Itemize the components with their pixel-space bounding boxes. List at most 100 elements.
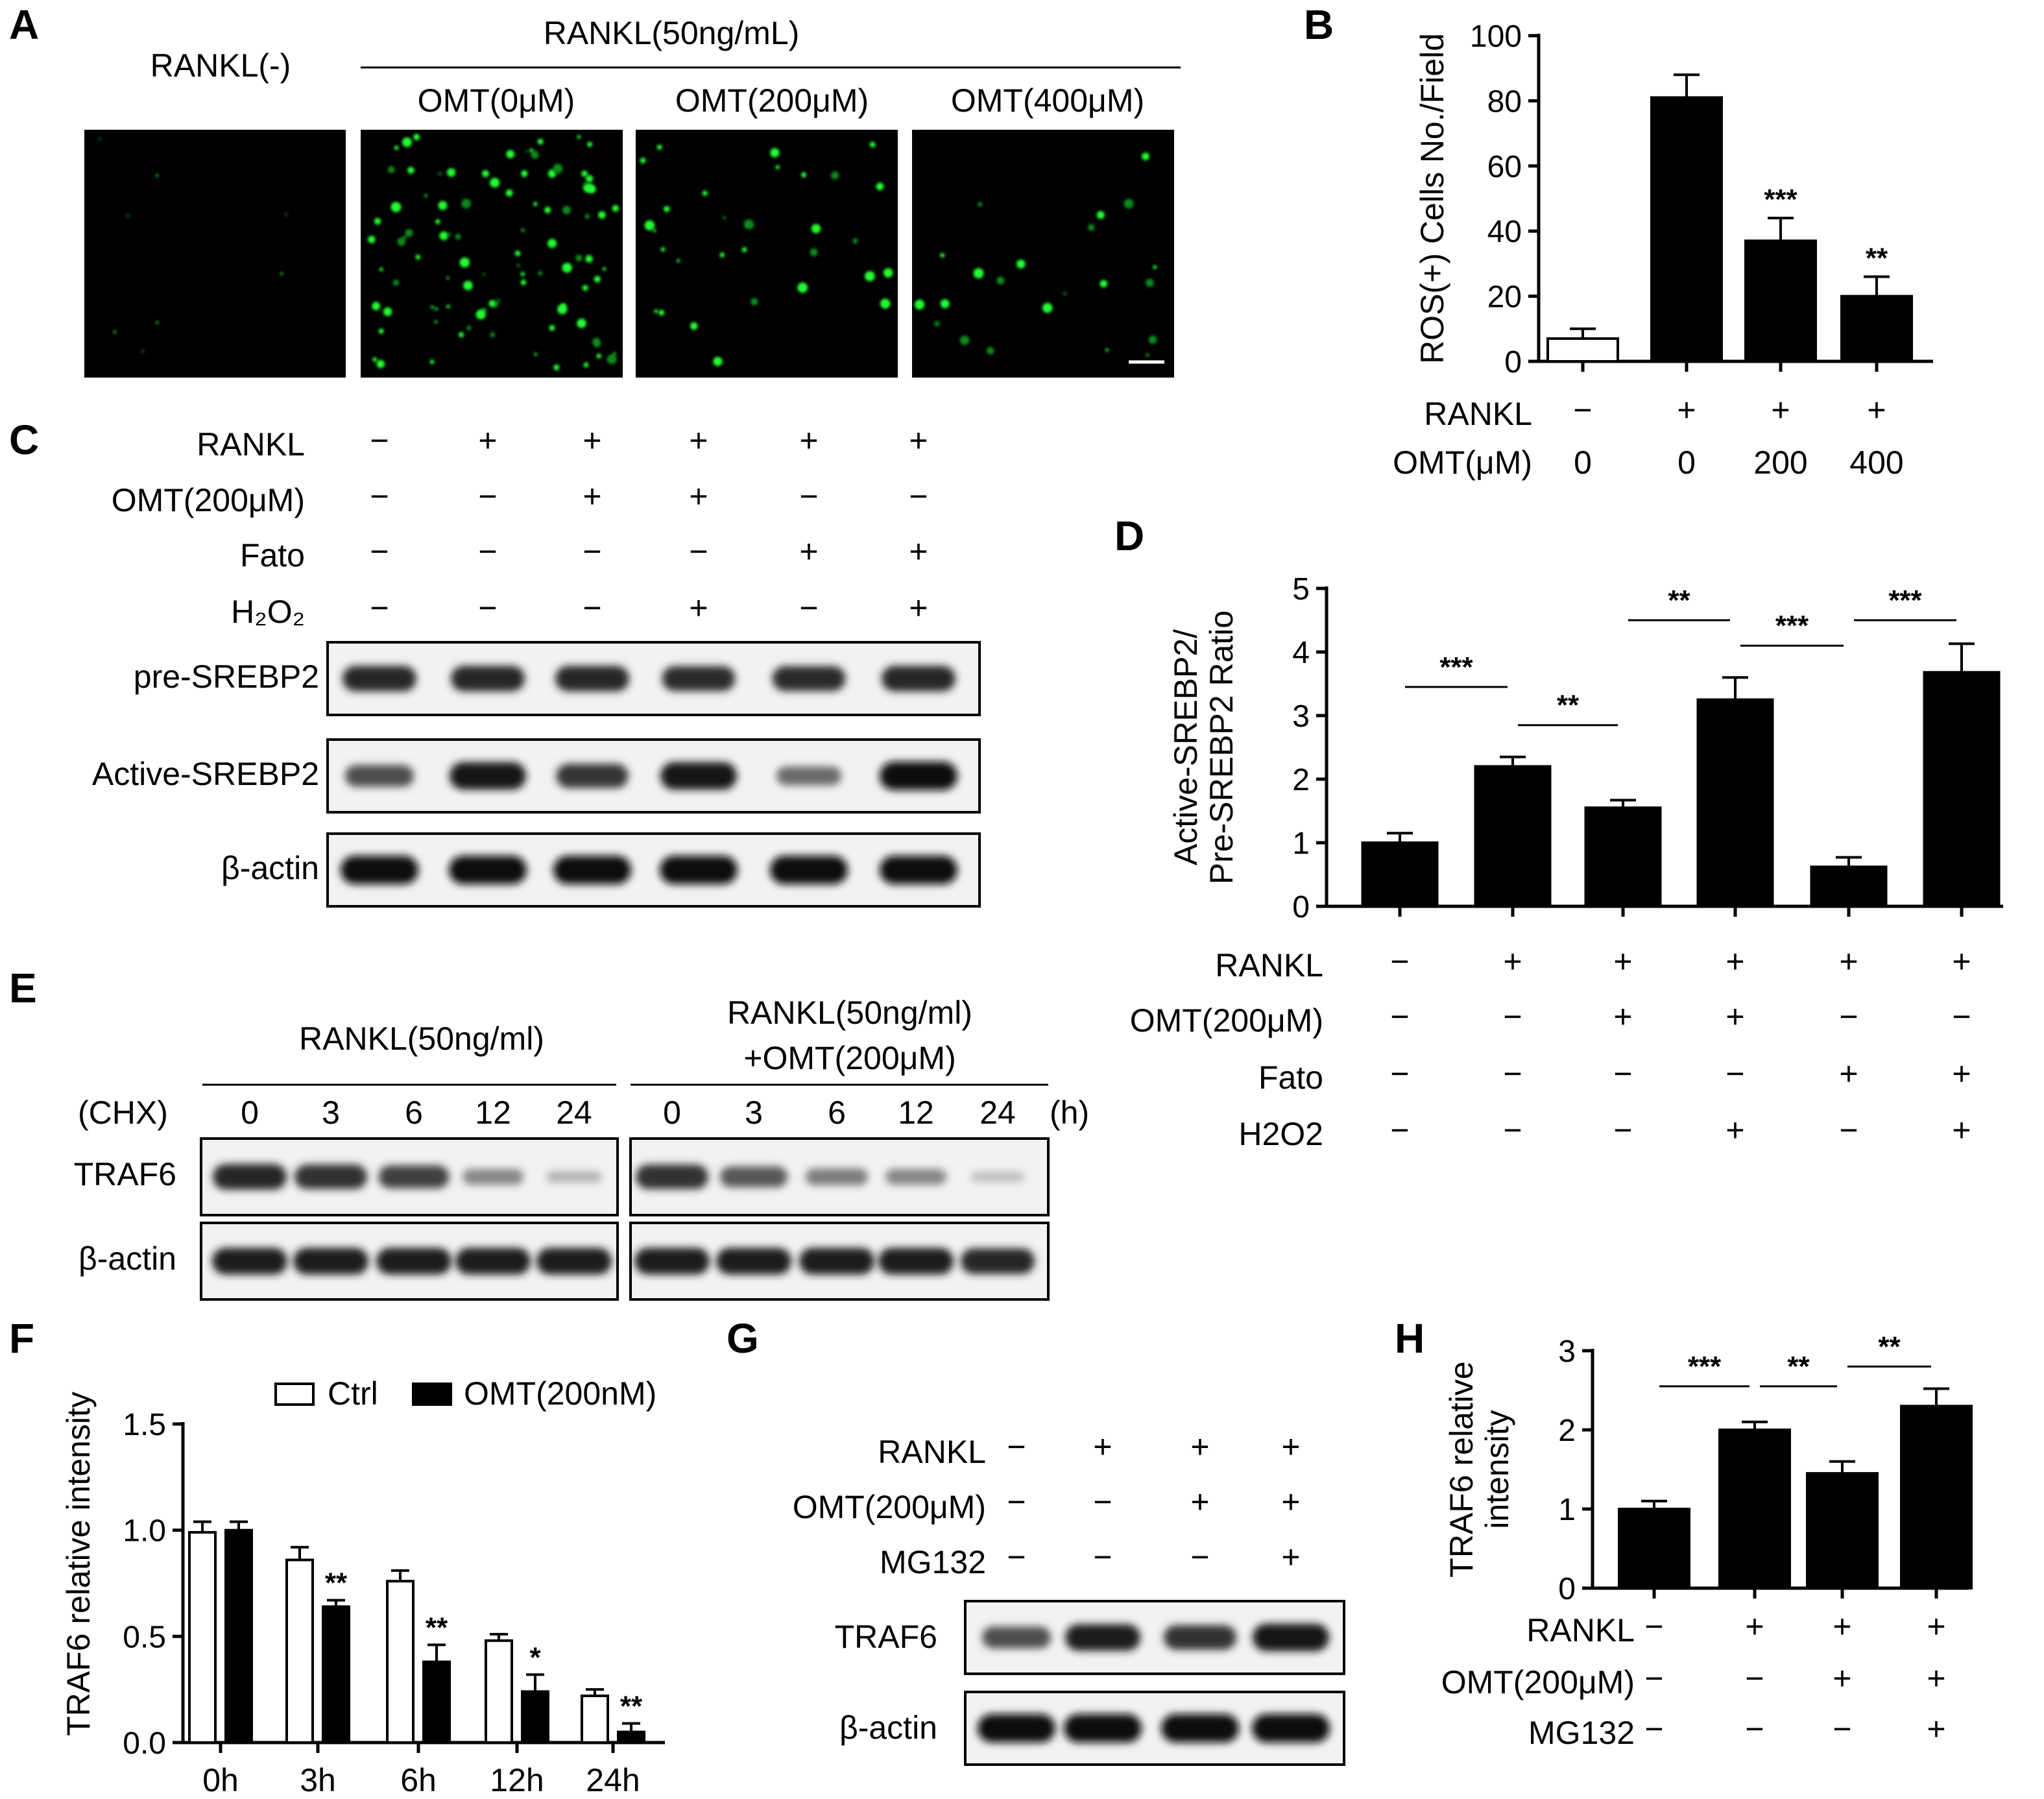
comparison-label: ** — [1878, 1331, 1901, 1362]
condition-label: RANKL — [1215, 947, 1323, 984]
fluorescence-image-rankl-neg — [84, 130, 346, 378]
condition-mark: + — [1503, 943, 1522, 980]
fluorescent-cell — [415, 254, 421, 260]
fluorescent-cell — [831, 171, 839, 180]
blot-e1-1-band — [212, 1248, 287, 1275]
fluorescent-cell — [368, 235, 376, 244]
condition-mark: + — [1281, 1484, 1300, 1520]
fluorescent-cell — [537, 138, 544, 145]
bar — [1806, 1472, 1879, 1590]
condition-mark: − — [1573, 392, 1592, 428]
fluorescent-cell — [1124, 199, 1134, 209]
panel-label-h: H — [1395, 1315, 1425, 1362]
condition-mark: − — [478, 590, 497, 626]
timepoint-label: 12 — [898, 1094, 934, 1131]
fluorescent-cell — [482, 170, 489, 177]
condition-table-c: RANKL − + + + + + OMT(200μM) − − + + − − Fato − − − − + + H₂O… — [112, 422, 928, 630]
fluorescent-cell — [607, 354, 617, 365]
fluorescent-cell — [378, 328, 384, 334]
fluorescent-cell — [1148, 335, 1157, 344]
fluorescent-cell — [585, 255, 593, 263]
fluorescent-cell — [374, 217, 381, 225]
fluorescent-cell — [458, 332, 464, 338]
fluorescent-cell — [940, 299, 950, 309]
blot-g-0-band — [982, 1626, 1051, 1648]
condition-mark: − — [1725, 1056, 1744, 1092]
fluorescent-cell — [376, 359, 385, 368]
fluorescent-cell — [372, 357, 378, 362]
fluorescent-cell — [656, 144, 662, 150]
fluorescent-cell — [521, 170, 528, 177]
blot-g-1-band — [1064, 1714, 1142, 1743]
fluorescent-cell — [459, 257, 470, 268]
blot-e2-0-band — [720, 1166, 788, 1187]
fluorescent-cell — [577, 135, 581, 139]
condition-mark: − — [370, 533, 389, 570]
condition-mark: − — [583, 590, 601, 626]
condition-mark: − — [583, 533, 601, 570]
condition-mark: − — [1839, 998, 1858, 1035]
condition-mark: − — [1503, 998, 1522, 1035]
blot-e1-0-band — [463, 1168, 523, 1185]
condition-mark: + — [1093, 1429, 1112, 1465]
blot-e2-1-band — [716, 1248, 791, 1275]
fluorescent-cell — [562, 206, 571, 215]
fluorescent-cell — [514, 250, 521, 256]
y-tick-label: 20 — [1487, 280, 1522, 315]
condition-mark: − — [1390, 943, 1409, 980]
y-axis-label-line2: intensity — [1479, 1410, 1515, 1528]
blot-label: TRAF6 — [835, 1619, 937, 1655]
fluorescent-cell — [497, 298, 501, 302]
fluorescent-cell — [915, 299, 925, 310]
fluorescent-cell — [1016, 260, 1026, 269]
western-blot-c: pre-SREBP2 Active-SREBP2 β-actin — [92, 641, 981, 908]
condition-mark: + — [583, 478, 601, 514]
panel-e: E RANKL(50ng/ml) RANKL(50ng/ml) +OMT(200… — [9, 965, 1089, 1301]
comparison-label: ** — [1787, 1351, 1810, 1382]
fluorescent-cell — [547, 239, 557, 248]
condition-label: OMT(200μM) — [1441, 1664, 1635, 1700]
condition-mark: − — [1503, 1056, 1522, 1092]
fluorescent-cell — [613, 352, 616, 356]
fluorescent-cell — [644, 220, 655, 231]
y-axis-label-line1: TRAF6 relative — [1443, 1361, 1480, 1577]
blot-label: Active-SREBP2 — [92, 756, 319, 792]
condition-mark: − — [1190, 1539, 1209, 1575]
condition-mark: + — [1952, 1056, 1971, 1092]
panel-label-c: C — [9, 417, 39, 463]
condition-mark: − — [1007, 1484, 1026, 1520]
fluorescent-cell — [986, 346, 994, 355]
panel-c: C RANKL − + + + + + OMT(200μM) − − + + − − Fato − − − − + + H… — [9, 417, 981, 908]
group-label-omt200: OMT(200μM) — [675, 82, 869, 119]
blot-e2-1-band — [878, 1248, 954, 1275]
blot-e2-0-band — [885, 1168, 946, 1185]
condition-mark: − — [370, 422, 389, 459]
y-tick-label: 2 — [1558, 1414, 1576, 1448]
bar — [1474, 765, 1552, 908]
fluorescent-cell — [446, 304, 450, 309]
bar — [1900, 1405, 1973, 1589]
y-tick-label: 0 — [1504, 345, 1522, 380]
fluorescent-cell — [438, 172, 442, 176]
fluorescent-cell — [583, 362, 589, 368]
blot-e2-1-band — [961, 1248, 1035, 1274]
group-label-rankl-omt-line1: RANKL(50ng/ml) — [727, 995, 972, 1031]
fluorescent-cell — [466, 325, 472, 330]
bar — [188, 1530, 217, 1744]
condition-mark: − — [1007, 1429, 1026, 1465]
fluorescent-cell — [1100, 280, 1108, 288]
condition-label: Fato — [240, 537, 305, 574]
comparison-label: *** — [1439, 651, 1473, 683]
condition-label: MG132 — [1528, 1715, 1635, 1751]
fluorescent-cell — [439, 231, 448, 241]
condition-table-g: RANKL − + + +OMT(200μM) − − + +MG132− − − + — [793, 1429, 1301, 1580]
bar — [1718, 1429, 1791, 1589]
condition-mark: + — [1927, 1608, 1945, 1645]
fluorescent-cell — [810, 248, 818, 256]
y-tick-label: 0 — [1292, 890, 1310, 924]
blot-e1-0-band — [378, 1165, 450, 1189]
blot-c-0-band — [343, 666, 416, 692]
fluorescent-cell — [560, 303, 566, 309]
